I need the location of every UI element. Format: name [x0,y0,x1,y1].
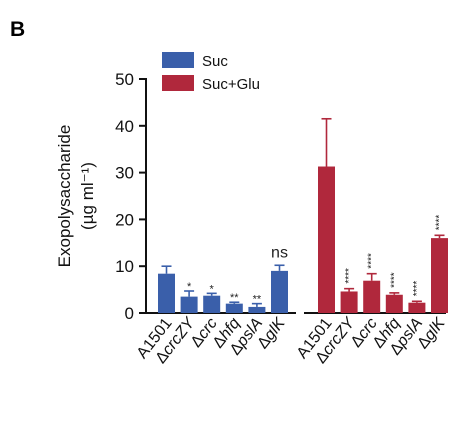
bar-suc [225,303,243,313]
axes: 0 10 20 30 40 50 Exopolysaccharide (µg ml⁻¹) [55,70,446,323]
bar-sucglu [363,280,381,313]
significance-label: * [187,281,192,293]
significance-label: **** [435,215,446,231]
bar-sucglu [340,291,358,313]
bar-suc [180,296,198,313]
y-tick-label: 50 [115,70,134,89]
bar-sucglu [385,294,403,313]
significance-label: ns [271,244,288,261]
significance-label: **** [412,281,423,297]
significance-label: ** [253,294,262,306]
bar-suc [271,270,288,313]
significance-label: **** [344,268,355,284]
significance-label: **** [389,272,400,288]
y-tick-label: 40 [115,117,134,136]
y-tick-label: 10 [115,257,134,276]
significance-label: * [210,283,215,295]
bar-sucglu [408,302,426,313]
legend-label: Suc [202,53,228,70]
y-tick-label: 30 [115,164,134,183]
bars: * *** **ns******************** [158,117,448,313]
significance-label: ** [230,292,239,304]
significance-label: **** [367,253,378,269]
legend-label: Suc+Glu [202,76,260,93]
bar-suc [158,273,175,313]
bar-suc [248,306,266,313]
panel-label: B [10,18,26,41]
bar-sucglu [431,238,448,313]
y-tick-label: 0 [125,304,134,323]
legend-swatch [162,52,194,68]
y-axis-title: Exopolysaccharide [55,125,74,268]
legend-swatch [162,75,194,91]
legend: Suc Suc+Glu [162,52,260,93]
bar-sucglu [318,166,335,313]
bar-suc [203,295,221,313]
y-tick-label: 20 [115,210,134,229]
y-axis-units: (µg ml⁻¹) [78,162,97,230]
